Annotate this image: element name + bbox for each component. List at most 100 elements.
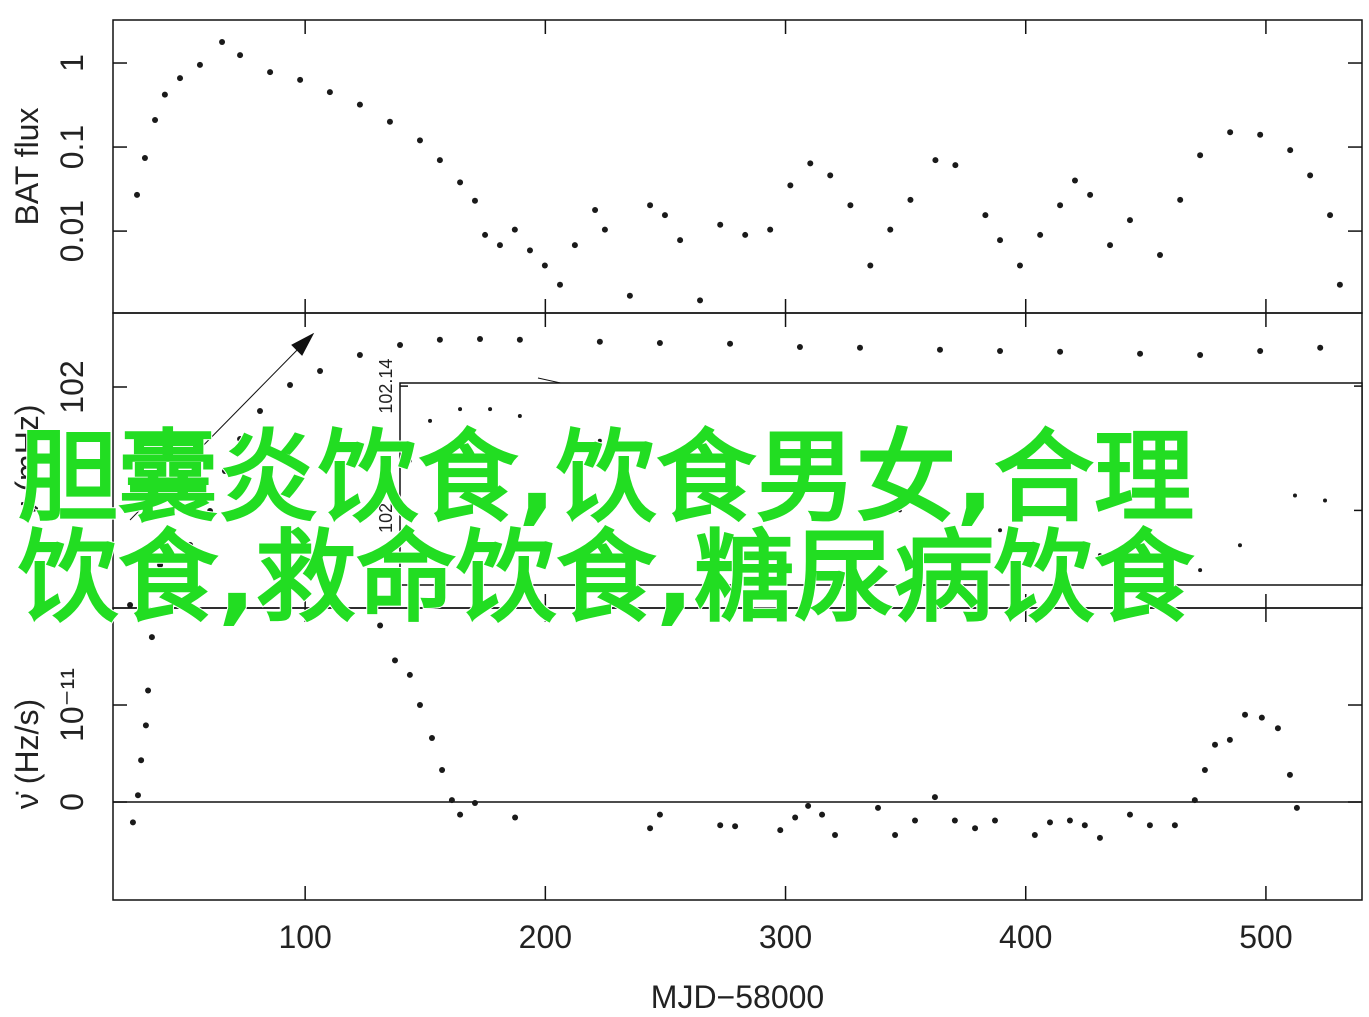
data-point [141, 155, 148, 162]
data-point [1336, 281, 1343, 288]
data-point [439, 767, 446, 774]
data-point [647, 825, 654, 832]
data-point [592, 207, 599, 214]
data-point [436, 336, 443, 343]
data-point [1226, 736, 1233, 743]
data-point [1293, 804, 1300, 811]
data-point [787, 182, 794, 189]
data-point [1171, 822, 1178, 829]
panel: 0.01 0.1 1 BAT flux [9, 19, 1363, 314]
data-point [792, 814, 799, 821]
data-point [407, 458, 412, 463]
data-point [931, 794, 938, 801]
data-point [1197, 352, 1204, 358]
data-point [516, 336, 523, 343]
data-point [138, 757, 145, 764]
data-point [471, 197, 478, 204]
data-point [317, 368, 324, 374]
data-point [458, 407, 463, 412]
y-tick-label: 102.14 [376, 359, 396, 414]
data-point [1201, 767, 1208, 774]
data-point [496, 242, 503, 249]
data-point [1097, 553, 1102, 558]
data-point [1081, 822, 1088, 829]
data-point [326, 89, 333, 96]
x-axis-label: MJD−58000 [651, 979, 824, 1015]
data-point [1257, 348, 1264, 354]
data-point [656, 340, 663, 346]
data-point [698, 453, 703, 458]
data-point [596, 338, 603, 345]
data-point [526, 247, 533, 254]
data-point [827, 172, 834, 179]
data-point [1198, 568, 1203, 573]
data-point [512, 814, 519, 821]
data-point [1087, 191, 1094, 198]
data-point [448, 797, 455, 804]
data-point [145, 687, 152, 694]
data-point [742, 231, 749, 238]
data-point [1126, 217, 1133, 224]
plot-frame [399, 382, 1363, 586]
x-tick-label: 400 [999, 919, 1052, 955]
data-point [1274, 725, 1281, 732]
data-point [287, 382, 294, 388]
data-point [482, 231, 489, 238]
data-point [997, 348, 1004, 354]
data-point [161, 91, 168, 98]
data-point [237, 52, 244, 59]
data-point [972, 825, 979, 832]
x-tick-label: 100 [278, 919, 331, 955]
data-point [847, 202, 854, 209]
data-point [661, 212, 668, 219]
overlay-text: 胆囊炎饮食,饮食男女,合理 [18, 419, 1194, 536]
data-point [832, 832, 839, 839]
data-point [892, 832, 899, 839]
data-point [647, 202, 654, 209]
y-tick-label: 102.1 [376, 488, 396, 533]
y-tick-label: 0.1 [54, 125, 90, 169]
data-point [1323, 498, 1328, 503]
data-point [517, 413, 522, 418]
data-point [256, 408, 263, 414]
data-point [1146, 822, 1153, 829]
data-point [406, 671, 413, 678]
data-point [428, 418, 433, 423]
data-point [488, 407, 493, 412]
plot-frame [112, 607, 1363, 901]
data-point [377, 622, 384, 629]
y-axis-label: ν (mHz) [9, 405, 45, 517]
data-point [717, 221, 724, 228]
data-point [356, 101, 363, 108]
data-point [875, 804, 882, 811]
data-point [436, 157, 443, 164]
data-point [157, 562, 164, 568]
panel: 0 10⁻¹¹ 100 200 300 400 500 ν̇ (Hz/s) MJD−58000 [9, 607, 1363, 1015]
data-point [541, 262, 548, 269]
data-point [777, 827, 784, 834]
data-point [127, 602, 134, 608]
data-point [998, 528, 1003, 533]
data-point [1057, 348, 1064, 355]
data-point [897, 508, 902, 513]
data-point [1156, 251, 1163, 258]
data-point [991, 817, 998, 824]
y-tick-label: 0.01 [54, 200, 90, 262]
y-tick-label: 0 [54, 793, 90, 811]
data-point [457, 811, 464, 818]
data-point [932, 157, 939, 164]
data-point [477, 336, 484, 342]
data-point [1197, 152, 1204, 159]
data-point [912, 817, 919, 824]
data-point [237, 436, 244, 442]
data-point [952, 162, 959, 169]
data-point [1137, 350, 1144, 357]
data-point [221, 468, 228, 474]
data-point [796, 344, 803, 350]
data-point [391, 657, 398, 664]
data-point [856, 344, 863, 351]
data-point [819, 811, 826, 818]
data-point [129, 819, 136, 826]
data-point [727, 340, 734, 347]
data-point [134, 191, 141, 198]
